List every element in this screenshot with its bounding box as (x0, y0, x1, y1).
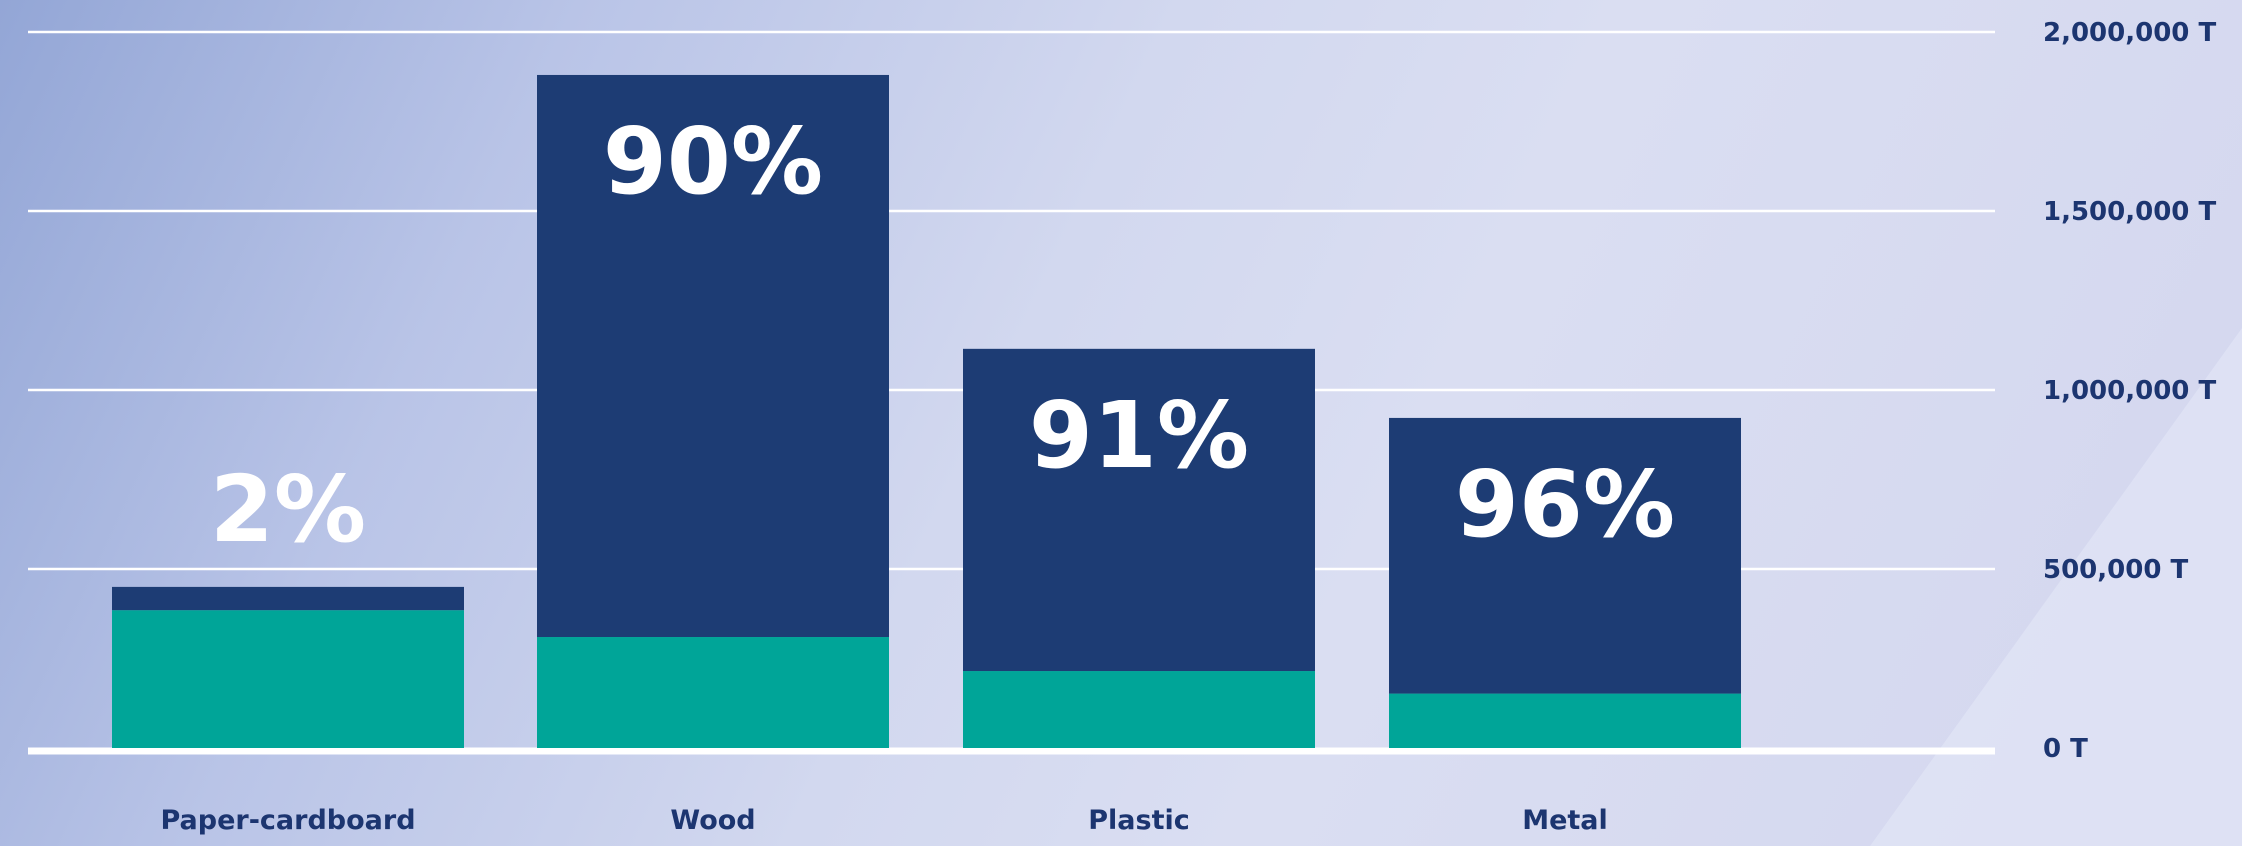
bars (112, 74, 1741, 748)
y-tick-label: 1,500,000 T (2043, 197, 2216, 227)
bar-segment (963, 348, 1315, 672)
x-category-label: Wood (670, 805, 755, 836)
y-tick-label: 2,000,000 T (2043, 18, 2216, 48)
x-category-label: Metal (1522, 805, 1608, 836)
bar-segment (112, 586, 464, 611)
y-tick-label: 0 T (2043, 734, 2088, 764)
bar-segment (1389, 417, 1741, 694)
x-category-label: Paper-cardboard (160, 805, 415, 836)
data-label: 96% (1455, 451, 1675, 558)
y-axis: 0 T 500,000 T 1,000,000 T 1,500,000 T 2,000,… (2043, 18, 2216, 764)
data-label: 90% (603, 108, 823, 215)
corner-triangle-decoration (1870, 328, 2242, 846)
bar-segment (112, 610, 464, 748)
data-label: 91% (1029, 382, 1249, 489)
data-labels: 2% 90% 91% 96% (210, 108, 1675, 563)
x-category-label: Plastic (1088, 805, 1190, 836)
bar-segment (537, 637, 889, 748)
y-tick-label: 500,000 T (2043, 555, 2188, 585)
y-tick-label: 1,000,000 T (2043, 376, 2216, 406)
data-label: 2% (210, 456, 366, 563)
bar-segment (537, 74, 889, 638)
bar-segment (963, 671, 1315, 748)
bar-segment (1389, 693, 1741, 748)
x-axis: Paper-cardboard Wood Plastic Metal (160, 805, 1607, 836)
